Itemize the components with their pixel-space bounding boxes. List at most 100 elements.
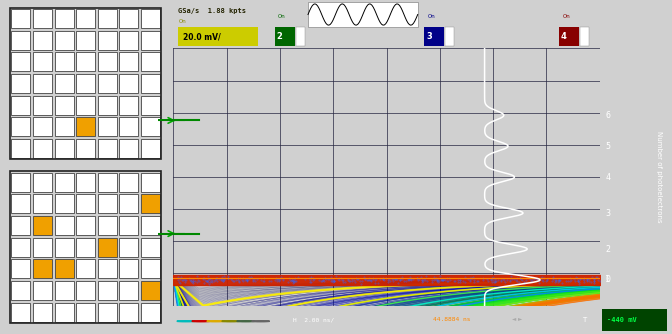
- Point: [240, 277, 251, 283]
- Point: [325, 276, 336, 282]
- Point: [401, 279, 411, 284]
- Point: [333, 276, 344, 281]
- Text: 1: 1: [605, 276, 610, 284]
- Point: [251, 276, 262, 281]
- Point: [222, 276, 233, 281]
- Point: [575, 276, 585, 282]
- Point: [216, 276, 226, 282]
- Bar: [76, 281, 95, 300]
- Point: [274, 278, 284, 283]
- Point: [386, 277, 397, 282]
- Point: [502, 278, 513, 283]
- Bar: [54, 237, 73, 257]
- Point: [216, 277, 227, 282]
- Point: [528, 276, 539, 282]
- Bar: [120, 237, 138, 257]
- Point: [242, 278, 253, 283]
- Point: [276, 275, 286, 280]
- Point: [337, 277, 348, 282]
- Point: [288, 278, 298, 283]
- Point: [573, 281, 584, 287]
- Bar: [76, 173, 95, 192]
- Point: [278, 277, 289, 282]
- Point: [405, 275, 415, 280]
- Bar: [120, 96, 138, 115]
- Point: [201, 279, 212, 284]
- Point: [356, 278, 367, 284]
- Point: [290, 278, 300, 283]
- Point: [338, 280, 349, 285]
- Point: [393, 281, 404, 286]
- Bar: [141, 52, 160, 71]
- Bar: [98, 96, 117, 115]
- Point: [333, 277, 343, 282]
- Text: ◄ ►: ◄ ►: [513, 317, 523, 322]
- Point: [288, 279, 298, 284]
- Point: [590, 275, 601, 280]
- Point: [478, 276, 489, 281]
- Point: [283, 279, 294, 285]
- Bar: [33, 281, 52, 300]
- Point: [278, 277, 289, 282]
- Point: [177, 277, 187, 283]
- Point: [370, 281, 380, 286]
- Point: [587, 274, 597, 279]
- Point: [392, 276, 403, 282]
- Bar: [141, 303, 160, 322]
- Circle shape: [207, 321, 224, 322]
- Point: [308, 276, 319, 281]
- Point: [589, 276, 599, 282]
- Point: [554, 279, 564, 284]
- Point: [469, 278, 480, 283]
- Point: [205, 276, 216, 282]
- Point: [200, 277, 210, 282]
- Point: [378, 277, 389, 282]
- Point: [417, 277, 427, 282]
- Text: 20.0 mV/: 20.0 mV/: [183, 32, 221, 41]
- Bar: [141, 216, 160, 235]
- Point: [241, 276, 251, 282]
- Point: [488, 278, 499, 283]
- Point: [418, 276, 429, 282]
- Point: [323, 277, 333, 282]
- Point: [345, 278, 355, 284]
- Bar: [33, 259, 52, 278]
- Bar: [54, 281, 73, 300]
- Point: [233, 279, 244, 284]
- Bar: [559, 27, 579, 46]
- Bar: [445, 27, 454, 46]
- Bar: [33, 194, 52, 213]
- Point: [454, 279, 465, 285]
- Point: [548, 275, 558, 280]
- Point: [366, 278, 376, 283]
- Point: [405, 277, 416, 282]
- Text: On: On: [427, 14, 435, 19]
- Point: [187, 280, 198, 286]
- Bar: [120, 117, 138, 136]
- Point: [537, 278, 548, 284]
- Point: [449, 278, 460, 283]
- Point: [556, 280, 567, 286]
- Point: [218, 276, 229, 282]
- Point: [537, 275, 548, 280]
- Point: [437, 278, 448, 283]
- Point: [237, 278, 247, 283]
- Point: [427, 280, 437, 285]
- Point: [540, 278, 551, 284]
- Point: [444, 276, 454, 281]
- Point: [548, 276, 558, 281]
- Point: [380, 276, 391, 281]
- Bar: [98, 173, 117, 192]
- Point: [421, 279, 432, 284]
- Bar: [120, 139, 138, 158]
- Bar: [76, 237, 95, 257]
- Point: [329, 278, 339, 284]
- Bar: [141, 237, 160, 257]
- Point: [179, 276, 190, 282]
- Point: [405, 277, 415, 282]
- Point: [526, 279, 536, 284]
- Point: [378, 277, 389, 282]
- Point: [518, 281, 529, 286]
- Point: [406, 276, 417, 282]
- Bar: [54, 52, 73, 71]
